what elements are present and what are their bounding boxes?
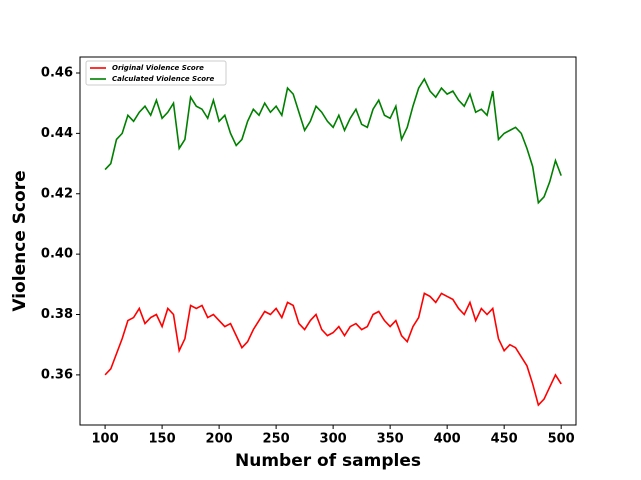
y-tick-label: 0.36: [41, 367, 73, 382]
series-line: [104, 77, 562, 205]
legend-box: [85, 60, 227, 86]
legend: Original Violence Score Calculated Violen…: [85, 60, 227, 86]
x-tick-label: 250: [263, 432, 290, 447]
x-tick-label: 150: [149, 432, 176, 447]
x-tick-label: 450: [491, 432, 518, 447]
x-axis-label: Number of samples: [235, 451, 421, 471]
axes-frame: [79, 56, 577, 426]
y-tick-label: 0.42: [41, 186, 73, 201]
y-tick-label: 0.40: [41, 247, 73, 262]
x-tick-label: 200: [206, 432, 233, 447]
legend-label: Calculated Violence Score: [112, 75, 214, 83]
y-tick-label: 0.38: [41, 307, 73, 322]
x-tick-label: 500: [548, 432, 575, 447]
x-tick-label: 400: [434, 432, 461, 447]
y-tick-label: 0.44: [41, 126, 73, 141]
x-tick-label: 350: [377, 432, 404, 447]
legend-label: Original Violence Score: [112, 64, 204, 72]
y-axis-label: Violence Score: [10, 170, 30, 311]
y-tick-label: 0.46: [41, 66, 73, 81]
x-tick-label: 100: [92, 432, 119, 447]
x-tick-label: 300: [320, 432, 347, 447]
series-line: [104, 292, 562, 407]
